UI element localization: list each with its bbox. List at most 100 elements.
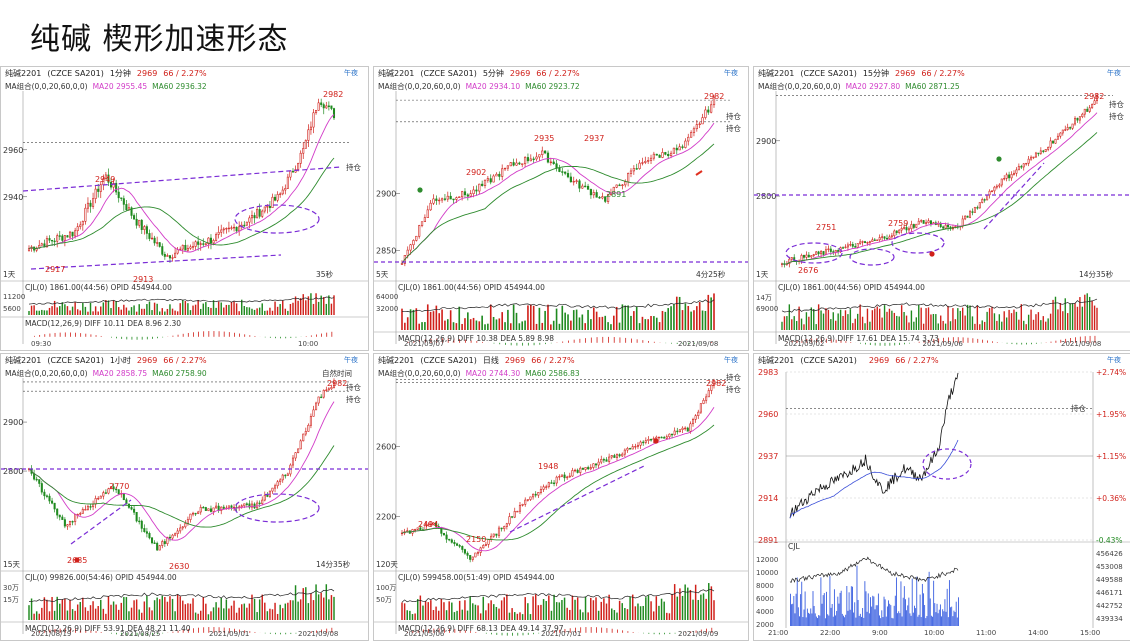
volume-bar: [791, 319, 792, 330]
volume-bar: [871, 607, 872, 626]
open-interest-axis-label: 446171: [1096, 589, 1123, 597]
macd-bar: [568, 341, 569, 343]
macd-bar: [255, 336, 256, 337]
candle-body: [467, 553, 468, 555]
candle: [842, 246, 843, 248]
candle-body: [185, 523, 186, 526]
volume-bar: [118, 610, 119, 620]
candle: [308, 124, 309, 147]
volume-bar: [925, 308, 926, 330]
volume-bar: [1028, 315, 1029, 330]
hold-tag-top: 持仓: [1109, 99, 1124, 110]
last-price: 2969: [137, 356, 157, 365]
candle: [123, 493, 124, 500]
candle: [1021, 165, 1022, 169]
y-tick-label: 2850: [376, 247, 396, 256]
candle: [684, 426, 685, 430]
candle-body: [665, 152, 667, 154]
volume-bar: [162, 596, 163, 620]
volume-bar: [587, 612, 588, 620]
candle-body: [899, 230, 900, 233]
volume-bar: [1013, 310, 1014, 330]
volume-bar: [957, 308, 958, 330]
volume-bar: [136, 312, 137, 315]
candle: [149, 229, 150, 241]
volume-bar: [59, 306, 60, 315]
candle-body: [684, 428, 685, 429]
candle: [656, 154, 658, 156]
candle-body: [877, 240, 878, 241]
volume-bar: [945, 324, 946, 330]
volume-bar: [807, 609, 808, 626]
volume-bar: [698, 600, 699, 620]
candle: [1001, 179, 1002, 188]
candle: [305, 428, 306, 436]
candle: [544, 150, 546, 154]
candle-body: [318, 103, 319, 110]
macd-bar: [80, 333, 81, 337]
candle: [238, 221, 239, 235]
volume-bar: [1069, 303, 1070, 330]
macd-bar: [669, 633, 670, 634]
volume-bar: [885, 599, 886, 626]
candle-body: [1062, 130, 1063, 133]
volume-bar: [425, 601, 426, 620]
candle-body: [536, 157, 538, 159]
volume-bar: [1067, 313, 1068, 330]
countdown-label: 35秒: [316, 269, 333, 280]
macd-bar: [539, 343, 540, 345]
candle-body: [685, 141, 687, 148]
candle: [579, 179, 581, 192]
volume-bar: [1087, 293, 1088, 330]
chart-panel-intraday[interactable]: 2983+2.74%2960+1.95%2937+1.15%2914+0.36%…: [753, 353, 1130, 641]
macd-bar: [622, 630, 623, 632]
last-price: 2969: [869, 356, 889, 365]
volume-bar: [473, 318, 475, 330]
volume-bar: [859, 616, 860, 626]
volume-bar: [1006, 317, 1007, 330]
volume-bar: [420, 596, 421, 620]
volume-bar: [80, 602, 81, 620]
candle-body: [475, 553, 476, 557]
candle: [205, 243, 206, 246]
candle: [264, 492, 265, 502]
candle: [781, 263, 782, 268]
macd-bar: [50, 333, 51, 336]
pivot-price-label: 2937: [584, 134, 604, 143]
candle: [619, 453, 620, 457]
chart-svg: 2983+2.74%2960+1.95%2937+1.15%2914+0.36%…: [754, 354, 1130, 640]
macd-bar: [280, 633, 281, 635]
candle: [287, 174, 288, 189]
volume-bar: [481, 316, 483, 330]
volume-bar: [811, 307, 812, 330]
candle-body: [806, 255, 807, 257]
volume-bar: [28, 311, 29, 315]
candle: [1062, 130, 1063, 136]
volume-bar: [254, 310, 255, 315]
candle-body: [695, 416, 696, 420]
brand-logo: 午夜: [344, 355, 358, 365]
volume-bar: [121, 310, 122, 315]
page-title: 纯碱 楔形加速形态: [30, 14, 289, 58]
volume-bar: [422, 606, 423, 620]
candle-body: [825, 250, 826, 255]
volume-bar: [820, 577, 821, 626]
volume-bar: [962, 308, 963, 330]
macd-bar: [505, 343, 506, 345]
candle-body: [195, 242, 196, 247]
volume-bar: [113, 601, 114, 620]
volume-bar: [880, 618, 881, 626]
candle: [864, 241, 865, 243]
candle: [218, 226, 219, 238]
volume-bar: [894, 313, 895, 330]
volume-bar: [791, 604, 792, 626]
volume-bar: [279, 304, 280, 315]
volume-bar: [167, 602, 168, 620]
candle: [310, 413, 311, 428]
volume-bar: [259, 599, 260, 620]
